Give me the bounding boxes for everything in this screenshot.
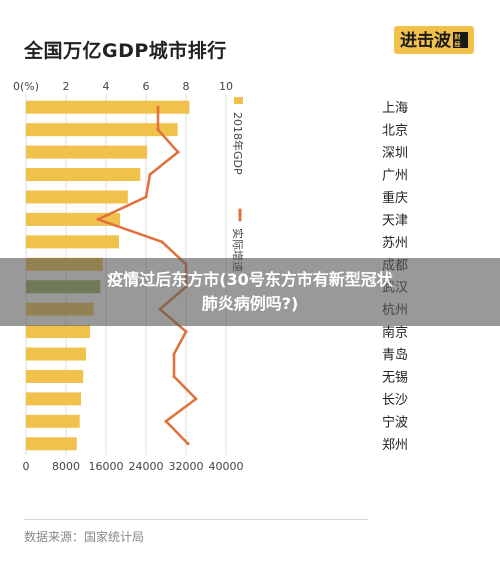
bar-14 bbox=[26, 414, 80, 428]
chart-title: 全国万亿GDP城市排行 bbox=[24, 40, 227, 62]
bar-12 bbox=[26, 369, 84, 383]
growth-point bbox=[156, 128, 160, 132]
top-axis-tick-label: 6 bbox=[143, 80, 150, 93]
top-axis-tick-label: 0(%) bbox=[13, 80, 39, 93]
bar-1 bbox=[26, 123, 178, 137]
caption-overlay-text: 疫情过后东方市(30号东方市有新型冠状肺炎病例吗?) bbox=[107, 270, 393, 313]
bar-11 bbox=[26, 347, 87, 361]
bar-0 bbox=[26, 100, 190, 114]
growth-point bbox=[160, 240, 164, 244]
city-label: 青岛 bbox=[382, 347, 408, 363]
top-axis-tick-label: 4 bbox=[103, 80, 110, 93]
bottom-axis-tick-label: 24000 bbox=[129, 460, 164, 473]
city-label: 深圳 bbox=[382, 146, 408, 161]
bottom-axis-tick-label: 32000 bbox=[169, 460, 204, 473]
growth-point bbox=[144, 195, 148, 199]
growth-point bbox=[186, 442, 190, 446]
data-source: 数据来源：国家统计局 bbox=[24, 530, 145, 544]
bar-13 bbox=[26, 392, 82, 406]
city-label: 重庆 bbox=[382, 190, 408, 206]
growth-point bbox=[164, 419, 168, 423]
city-label: 宁波 bbox=[382, 414, 408, 430]
bar-6 bbox=[26, 235, 119, 249]
city-label: 上海 bbox=[382, 101, 408, 116]
bar-2 bbox=[26, 145, 148, 159]
bar-4 bbox=[26, 190, 128, 204]
bottom-axis-tick-label: 16000 bbox=[89, 460, 124, 473]
svg-text:经: 经 bbox=[455, 41, 461, 49]
top-axis-tick-label: 8 bbox=[183, 80, 190, 93]
city-label: 北京 bbox=[382, 124, 408, 139]
caption-overlay: 疫情过后东方市(30号东方市有新型冠状肺炎病例吗?) bbox=[0, 258, 500, 326]
city-label: 苏州 bbox=[382, 235, 408, 251]
bar-3 bbox=[26, 168, 141, 182]
growth-point bbox=[148, 173, 152, 177]
bottom-axis-tick-label: 8000 bbox=[52, 460, 80, 473]
svg-text:财: 财 bbox=[454, 33, 461, 41]
bar-15 bbox=[26, 437, 77, 451]
legend-label-gdp: 2018年GDP bbox=[231, 112, 245, 175]
growth-point bbox=[172, 374, 176, 378]
city-label: 郑州 bbox=[382, 438, 408, 453]
growth-point bbox=[194, 397, 198, 401]
growth-point bbox=[96, 217, 100, 221]
bar-10 bbox=[26, 325, 91, 339]
bar-5 bbox=[26, 212, 121, 226]
brand-logo: 进击波 财 经 bbox=[394, 26, 474, 54]
growth-point bbox=[172, 352, 176, 356]
growth-point bbox=[156, 105, 160, 109]
top-axis-tick-label: 10 bbox=[219, 80, 233, 93]
legend-swatch-gdp bbox=[234, 97, 243, 104]
brand-logo-mark: 进击波 财 经 bbox=[400, 30, 468, 51]
city-label: 广州 bbox=[382, 169, 408, 184]
city-label: 南京 bbox=[382, 325, 408, 341]
bottom-axis-tick-label: 40000 bbox=[209, 460, 244, 473]
top-axis-tick-label: 2 bbox=[63, 80, 70, 93]
growth-point bbox=[176, 150, 180, 154]
svg-text:进击波: 进击波 bbox=[400, 30, 452, 51]
city-label: 无锡 bbox=[382, 370, 408, 385]
city-label: 天津 bbox=[382, 213, 408, 228]
footer-divider bbox=[24, 519, 368, 520]
city-label: 长沙 bbox=[382, 393, 408, 408]
bottom-axis-tick-label: 0 bbox=[23, 460, 30, 473]
growth-point bbox=[184, 330, 188, 334]
